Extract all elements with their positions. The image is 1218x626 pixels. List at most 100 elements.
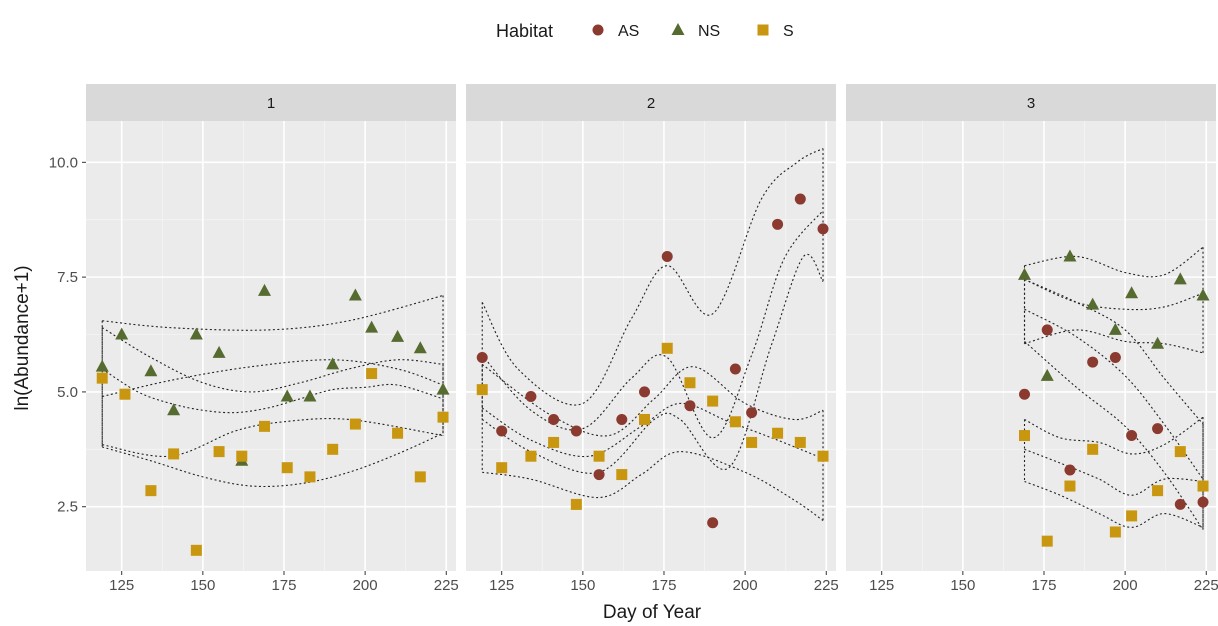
data-point-ns bbox=[1196, 288, 1210, 301]
data-point-ns bbox=[1108, 322, 1122, 335]
data-point-ns bbox=[391, 329, 405, 342]
data-point-s bbox=[190, 544, 202, 556]
data-point-ns bbox=[365, 320, 379, 333]
data-point-ns bbox=[303, 389, 317, 402]
data-point-s bbox=[570, 498, 582, 510]
data-point-ns bbox=[115, 327, 129, 340]
data-point-s bbox=[349, 418, 361, 430]
data-point-as bbox=[661, 250, 673, 262]
data-point-s bbox=[593, 450, 605, 462]
smooth-upper-bound bbox=[1024, 416, 1204, 455]
smooth-upper-bound bbox=[481, 148, 824, 406]
data-point-ns bbox=[413, 341, 427, 354]
smooth-lower-bound bbox=[1024, 340, 1204, 530]
y-tick-label: 5.0 bbox=[57, 384, 78, 401]
x-tick-label: 175 bbox=[1031, 577, 1056, 594]
x-tick-label: 125 bbox=[869, 577, 894, 594]
data-point-s bbox=[259, 420, 271, 432]
data-point-as bbox=[1126, 430, 1138, 442]
smooth-lower-bound bbox=[482, 451, 824, 521]
facet-strip bbox=[86, 84, 456, 121]
data-point-ns bbox=[1018, 267, 1032, 280]
y-tick-label: 7.5 bbox=[57, 269, 78, 286]
facet-panel-2: 2 125 150 175 200 225 bbox=[466, 84, 839, 594]
legend-key-s bbox=[757, 24, 769, 36]
data-point-s bbox=[96, 372, 108, 384]
data-point-as bbox=[746, 407, 758, 419]
x-tick-label: 200 bbox=[353, 577, 378, 594]
x-axis-title: Day of Year bbox=[603, 602, 702, 623]
data-point-s bbox=[729, 416, 741, 428]
legend-label-ns: NS bbox=[698, 23, 720, 40]
data-point-s bbox=[1126, 510, 1138, 522]
legend-key-as bbox=[592, 24, 604, 36]
smooth-fit-line bbox=[1024, 308, 1204, 480]
data-point-ns bbox=[326, 357, 340, 370]
legend: Habitat AS NS S bbox=[496, 21, 794, 41]
data-point-s bbox=[1064, 480, 1076, 492]
data-point-s bbox=[1019, 430, 1031, 442]
data-point-s bbox=[304, 471, 316, 483]
facet-strip-label: 3 bbox=[1027, 95, 1035, 112]
smooth-upper-bound bbox=[101, 327, 444, 393]
legend-label-as: AS bbox=[618, 23, 639, 40]
smooth-lower-bound bbox=[1024, 480, 1204, 528]
data-point-s bbox=[281, 462, 293, 474]
smooth-lower-bound bbox=[102, 432, 444, 488]
smooth-fit-line bbox=[102, 359, 444, 398]
data-point-s bbox=[327, 443, 339, 455]
data-point-s bbox=[817, 450, 829, 462]
data-point-s bbox=[794, 436, 806, 448]
facet-panel-3: 3 125 150 175 200 225 bbox=[846, 84, 1218, 594]
data-point-s bbox=[1174, 446, 1186, 458]
data-point-s bbox=[772, 427, 784, 439]
facet-strip bbox=[466, 84, 836, 121]
data-point-s bbox=[639, 413, 651, 425]
smooth-fit-line bbox=[101, 368, 444, 414]
data-point-ns bbox=[1151, 336, 1165, 349]
data-point-ns bbox=[167, 403, 181, 416]
facet-panel-1: 1 125 150 175 200 225 2.5 5.0 7.5 10.0 bbox=[49, 84, 459, 594]
data-point-ns bbox=[1086, 297, 1100, 310]
data-point-ns bbox=[212, 345, 226, 358]
data-point-s bbox=[476, 384, 488, 396]
smooth-upper-bound bbox=[1024, 246, 1204, 278]
data-point-as bbox=[772, 218, 784, 230]
data-point-s bbox=[525, 450, 537, 462]
y-tick-label: 2.5 bbox=[57, 499, 78, 516]
x-tick-label: 200 bbox=[733, 577, 758, 594]
legend-title: Habitat bbox=[496, 21, 553, 41]
smooth-bands bbox=[1023, 246, 1204, 530]
data-point-s bbox=[145, 485, 157, 497]
data-point-ns bbox=[436, 382, 450, 395]
smooth-fit-line bbox=[481, 210, 824, 439]
data-point-ns bbox=[1173, 272, 1187, 285]
y-tick-label: 10.0 bbox=[49, 154, 78, 171]
panel-background bbox=[466, 121, 836, 571]
data-point-as bbox=[794, 193, 806, 205]
data-point-as bbox=[570, 425, 582, 437]
data-point-as bbox=[684, 400, 696, 412]
data-point-as bbox=[1019, 388, 1031, 400]
data-point-s bbox=[707, 395, 719, 407]
x-tick-label: 225 bbox=[434, 577, 459, 594]
data-point-s bbox=[414, 471, 426, 483]
legend-key-ns bbox=[671, 23, 685, 35]
smooth-lower-bound bbox=[481, 253, 824, 474]
data-point-s bbox=[661, 342, 673, 354]
facet-strip-label: 1 bbox=[267, 95, 275, 112]
data-point-ns bbox=[1125, 286, 1139, 299]
data-point-ns bbox=[348, 288, 362, 301]
data-point-ns bbox=[144, 364, 158, 377]
data-point-as bbox=[707, 517, 719, 529]
data-point-as bbox=[1174, 498, 1186, 510]
data-point-as bbox=[525, 391, 537, 403]
data-point-s bbox=[684, 377, 696, 389]
data-point-ns bbox=[95, 359, 109, 372]
data-point-as bbox=[476, 351, 488, 363]
data-point-s bbox=[392, 427, 404, 439]
data-point-s bbox=[213, 446, 225, 458]
data-point-s bbox=[496, 462, 508, 474]
data-point-ns bbox=[1063, 249, 1077, 262]
